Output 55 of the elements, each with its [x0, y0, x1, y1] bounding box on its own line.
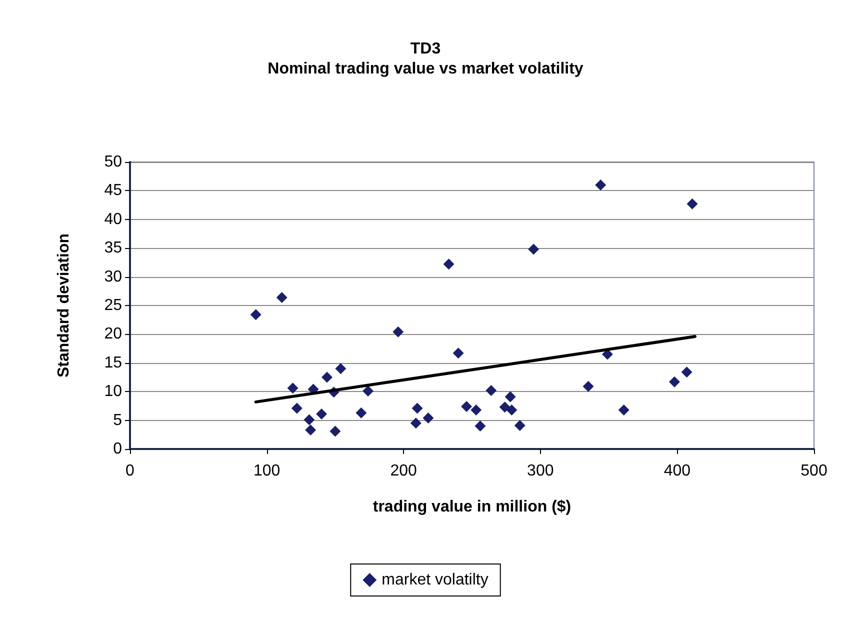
y-tick-label: 45	[104, 182, 122, 200]
point	[582, 380, 594, 392]
y-tick-label: 5	[113, 412, 122, 429]
y-tick-label: 25	[104, 297, 122, 314]
point	[528, 244, 540, 255]
point	[686, 198, 698, 210]
y-axis-title: Standard deviation	[56, 233, 72, 378]
point	[470, 404, 482, 416]
point	[443, 258, 454, 270]
x-tick-label: 100	[253, 462, 280, 480]
y-tick-label: 35	[104, 240, 122, 257]
point	[335, 363, 346, 374]
point	[452, 348, 464, 359]
y-tick-label: 10	[104, 383, 122, 400]
y-tick-label: 40	[104, 210, 122, 228]
point	[595, 179, 606, 190]
chart-subtitle: Nominal trading value vs market volatility	[268, 60, 584, 78]
x-tick-label: 300	[527, 462, 554, 480]
point	[330, 426, 341, 437]
point	[321, 372, 332, 383]
y-tick-label: 15	[104, 354, 122, 372]
point	[316, 408, 328, 420]
point	[412, 402, 423, 414]
point	[506, 404, 518, 416]
point	[291, 402, 302, 414]
y-tick-label: 30	[104, 268, 122, 286]
point	[410, 418, 422, 429]
point	[356, 407, 367, 418]
point	[392, 326, 404, 338]
x-axis-title: trading value in million ($)	[372, 498, 572, 516]
point	[499, 402, 510, 413]
point	[461, 401, 472, 412]
x-tick-label: 400	[664, 462, 691, 480]
x-tick-label: 200	[390, 462, 418, 480]
point	[618, 404, 630, 416]
point	[504, 391, 516, 402]
point	[681, 366, 692, 378]
y-tick-label: 20	[104, 326, 122, 343]
point	[668, 376, 680, 388]
point	[304, 414, 315, 426]
point	[362, 386, 374, 397]
y-tick-label: 0	[113, 440, 122, 458]
x-tick-label: 500	[800, 462, 828, 480]
y-tick-label: 50	[104, 154, 122, 170]
point	[276, 292, 288, 303]
point	[486, 384, 497, 396]
point	[250, 309, 262, 320]
point	[514, 420, 526, 431]
chart-title: TD3	[410, 40, 441, 58]
point	[474, 420, 486, 432]
point	[305, 424, 316, 436]
legend-label: market volatilty	[382, 572, 488, 588]
point	[287, 382, 298, 394]
x-tick-label: 0	[126, 462, 135, 480]
point	[422, 412, 434, 424]
